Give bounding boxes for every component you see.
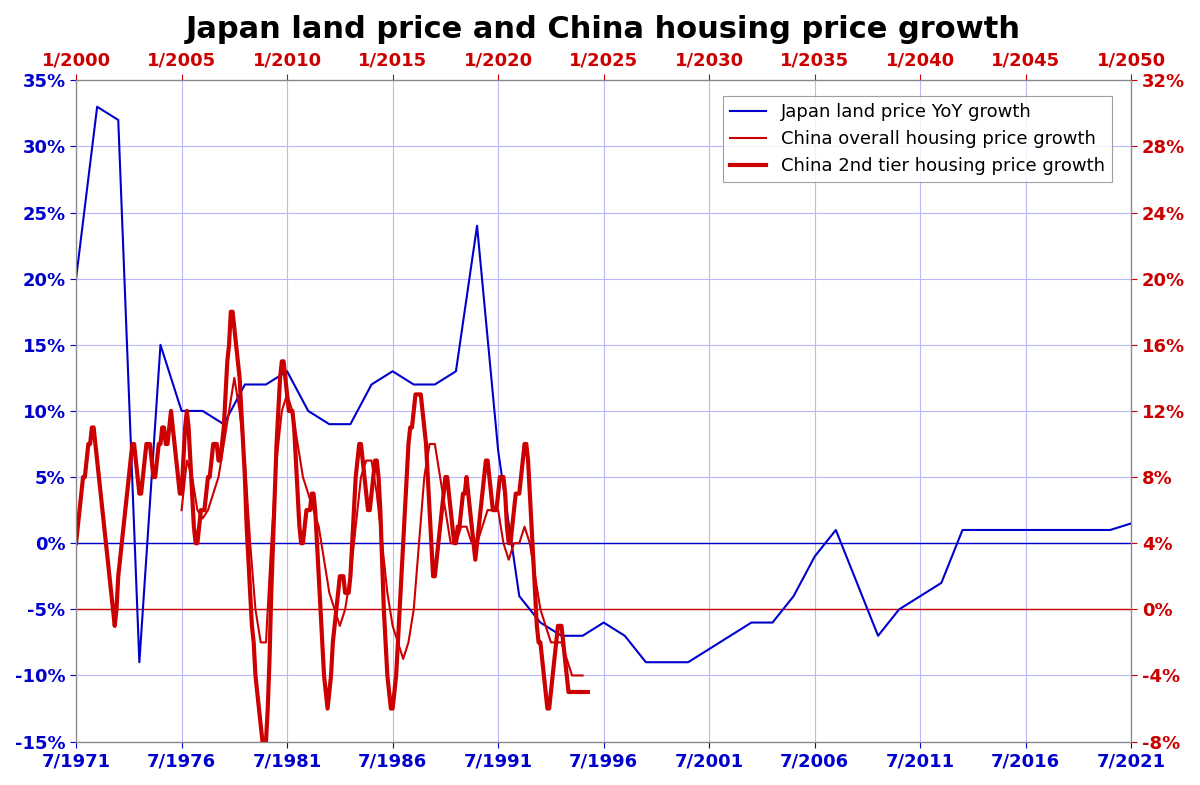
Legend: Japan land price YoY growth, China overall housing price growth, China 2nd tier : Japan land price YoY growth, China overa… — [722, 96, 1111, 182]
Title: Japan land price and China housing price growth: Japan land price and China housing price… — [186, 15, 1021, 44]
